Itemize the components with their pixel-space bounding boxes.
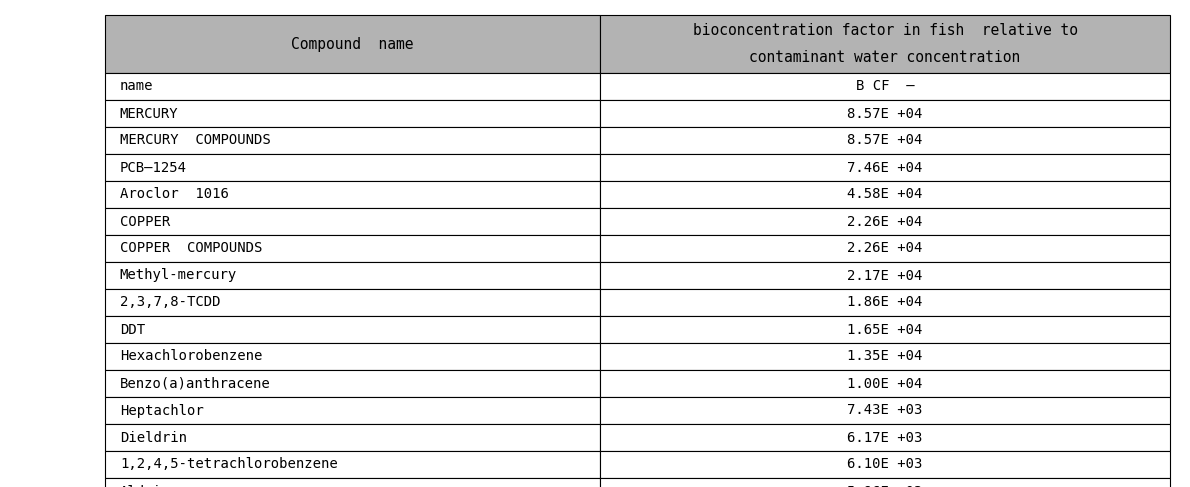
Text: 8.57E +04: 8.57E +04 [847, 133, 922, 148]
Text: 2.26E +04: 2.26E +04 [847, 242, 922, 256]
Bar [600, 235, 1170, 262]
Bar [600, 370, 1170, 397]
Text: 1.65E +04: 1.65E +04 [847, 322, 922, 337]
Bar [600, 424, 1170, 451]
Bar [105, 15, 600, 73]
Text: Compound  name: Compound name [292, 37, 414, 52]
Text: contaminant water concentration: contaminant water concentration [750, 50, 1021, 65]
Text: 6.10E +03: 6.10E +03 [847, 457, 922, 471]
Bar [105, 235, 600, 262]
Text: 2,3,7,8-TCDD: 2,3,7,8-TCDD [120, 296, 220, 310]
Text: Heptachlor: Heptachlor [120, 404, 203, 417]
Text: 4.58E +04: 4.58E +04 [847, 187, 922, 202]
Text: 2.17E +04: 2.17E +04 [847, 268, 922, 282]
Text: Methyl-mercury: Methyl-mercury [120, 268, 237, 282]
Text: 7.46E +04: 7.46E +04 [847, 161, 922, 174]
Text: Benzo(a)anthracene: Benzo(a)anthracene [120, 376, 270, 391]
Text: MERCURY  COMPOUNDS: MERCURY COMPOUNDS [120, 133, 270, 148]
Bar [105, 316, 600, 343]
Bar [105, 181, 600, 208]
Bar [105, 370, 600, 397]
Text: 8.57E +04: 8.57E +04 [847, 107, 922, 120]
Bar [105, 208, 600, 235]
Bar [105, 262, 600, 289]
Text: 1,2,4,5-tetrachlorobenzene: 1,2,4,5-tetrachlorobenzene [120, 457, 338, 471]
Text: 1.35E +04: 1.35E +04 [847, 350, 922, 363]
Bar [600, 154, 1170, 181]
Text: COPPER: COPPER [120, 214, 170, 228]
Text: Hexachlorobenzene: Hexachlorobenzene [120, 350, 262, 363]
Bar [600, 289, 1170, 316]
Text: 2.26E +04: 2.26E +04 [847, 214, 922, 228]
Text: Aldrin: Aldrin [120, 485, 170, 487]
Bar [105, 343, 600, 370]
Bar [105, 100, 600, 127]
Bar [600, 15, 1170, 73]
Bar [600, 181, 1170, 208]
Bar [600, 262, 1170, 289]
Text: 7.43E +03: 7.43E +03 [847, 404, 922, 417]
Bar [600, 73, 1170, 100]
Text: 1.00E +04: 1.00E +04 [847, 376, 922, 391]
Text: 6.17E +03: 6.17E +03 [847, 431, 922, 445]
Text: Aroclor  1016: Aroclor 1016 [120, 187, 228, 202]
Text: PCB–1254: PCB–1254 [120, 161, 187, 174]
Text: COPPER  COMPOUNDS: COPPER COMPOUNDS [120, 242, 262, 256]
Bar [600, 208, 1170, 235]
Bar [105, 424, 600, 451]
Text: DDT: DDT [120, 322, 145, 337]
Text: name: name [120, 79, 154, 94]
Bar [105, 289, 600, 316]
Bar [105, 73, 600, 100]
Text: 5.96E +03: 5.96E +03 [847, 485, 922, 487]
Bar [600, 316, 1170, 343]
Bar [105, 154, 600, 181]
Text: bioconcentration factor in fish  relative to: bioconcentration factor in fish relative… [693, 23, 1078, 38]
Text: 1.86E +04: 1.86E +04 [847, 296, 922, 310]
Bar [600, 343, 1170, 370]
Bar [105, 397, 600, 424]
Bar [600, 451, 1170, 478]
Bar [105, 127, 600, 154]
Text: MERCURY: MERCURY [120, 107, 178, 120]
Text: Dieldrin: Dieldrin [120, 431, 187, 445]
Bar [600, 100, 1170, 127]
Bar [600, 397, 1170, 424]
Text: B CF  –: B CF – [856, 79, 914, 94]
Bar [600, 127, 1170, 154]
Bar [105, 451, 600, 478]
Bar [105, 478, 600, 487]
Bar [600, 478, 1170, 487]
